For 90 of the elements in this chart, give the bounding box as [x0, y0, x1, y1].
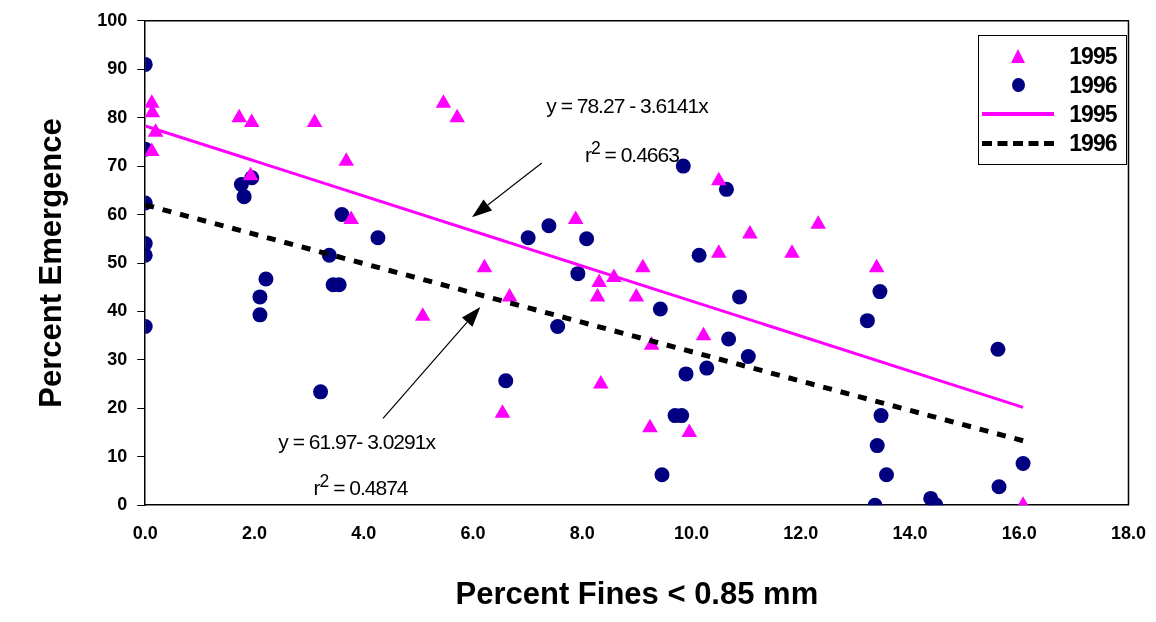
point	[145, 94, 160, 108]
x-tick-label: 8.0	[569, 522, 595, 543]
y-tick-label: 30	[107, 348, 128, 369]
point	[236, 189, 252, 205]
point	[520, 230, 536, 246]
y-tick-label: 70	[107, 155, 128, 176]
point	[878, 467, 894, 483]
annotation: y = 78.27 - 3.6141x	[546, 93, 708, 118]
point	[990, 341, 1006, 357]
point	[334, 207, 350, 223]
point	[449, 108, 465, 123]
point	[784, 244, 800, 258]
y-axis-title: Percent Emergence	[33, 118, 69, 408]
point	[691, 247, 707, 263]
point	[699, 360, 715, 376]
y-tick-label: 100	[97, 9, 128, 30]
point	[859, 313, 875, 329]
point	[869, 438, 885, 454]
point	[1015, 456, 1031, 472]
point	[652, 301, 668, 317]
point	[654, 467, 670, 483]
point	[635, 258, 651, 273]
point	[435, 94, 452, 108]
point	[711, 171, 727, 186]
point	[570, 266, 586, 282]
x-tick-label: 18.0	[1110, 522, 1147, 543]
point	[550, 318, 566, 334]
point	[231, 108, 247, 123]
y-tick-label: 90	[107, 58, 128, 79]
annotation: r$^{2}$ = 0.4663	[584, 137, 679, 167]
x-tick-label: 2.0	[241, 522, 267, 543]
y-tick-label: 20	[107, 397, 128, 418]
x-axis-title: Percent Fines < 0.85 mm	[455, 575, 819, 611]
point	[567, 210, 584, 224]
point	[579, 231, 595, 247]
annotation: y = 61.97- 3.0291x	[278, 430, 435, 455]
y-tick-label: 60	[107, 203, 128, 224]
point	[718, 181, 734, 197]
legend-label: 1996	[1069, 71, 1117, 99]
point	[589, 287, 606, 302]
point	[252, 289, 268, 305]
y-tick-label: 40	[107, 300, 128, 321]
y-tick-label: 10	[107, 445, 128, 466]
point	[721, 331, 737, 347]
legend-label: 1996	[1069, 129, 1117, 157]
x-tick-label: 4.0	[351, 522, 377, 543]
point	[628, 287, 645, 302]
point	[343, 210, 359, 224]
point	[370, 230, 386, 246]
point	[678, 366, 694, 382]
point	[711, 244, 727, 258]
x-tick-label: 16.0	[1001, 522, 1037, 543]
point	[991, 479, 1007, 495]
point	[258, 271, 274, 287]
x-tick-label: 0.0	[132, 522, 158, 543]
legend-label: 1995	[1069, 100, 1117, 128]
point	[695, 326, 712, 341]
point	[732, 289, 748, 305]
point	[494, 404, 511, 418]
point	[313, 384, 329, 400]
point	[681, 423, 698, 438]
point	[541, 218, 557, 234]
point	[868, 258, 885, 273]
y-tick-label: 0	[117, 494, 128, 515]
x-tick-label: 6.0	[460, 522, 486, 543]
point	[873, 408, 889, 424]
x-tick-label: 14.0	[892, 522, 928, 543]
point	[740, 348, 756, 364]
annotation: r$^{2}$ = 0.4874	[313, 470, 408, 500]
point	[338, 152, 355, 166]
point	[742, 224, 758, 239]
point	[243, 113, 260, 128]
point	[414, 307, 431, 321]
y-tick-label: 50	[107, 251, 128, 272]
point	[872, 284, 888, 300]
point	[591, 273, 607, 287]
point	[476, 258, 493, 273]
point	[501, 287, 518, 302]
point	[593, 375, 609, 389]
legend-label: 1995	[1069, 42, 1117, 70]
point	[498, 373, 514, 389]
point	[252, 307, 268, 323]
point	[306, 113, 323, 128]
point	[242, 166, 259, 181]
x-tick-label: 10.0	[673, 522, 710, 543]
x-tick-label: 12.0	[783, 522, 819, 543]
y-tick-label: 80	[107, 106, 128, 127]
point	[642, 418, 658, 433]
point	[810, 215, 827, 229]
point	[145, 142, 160, 157]
